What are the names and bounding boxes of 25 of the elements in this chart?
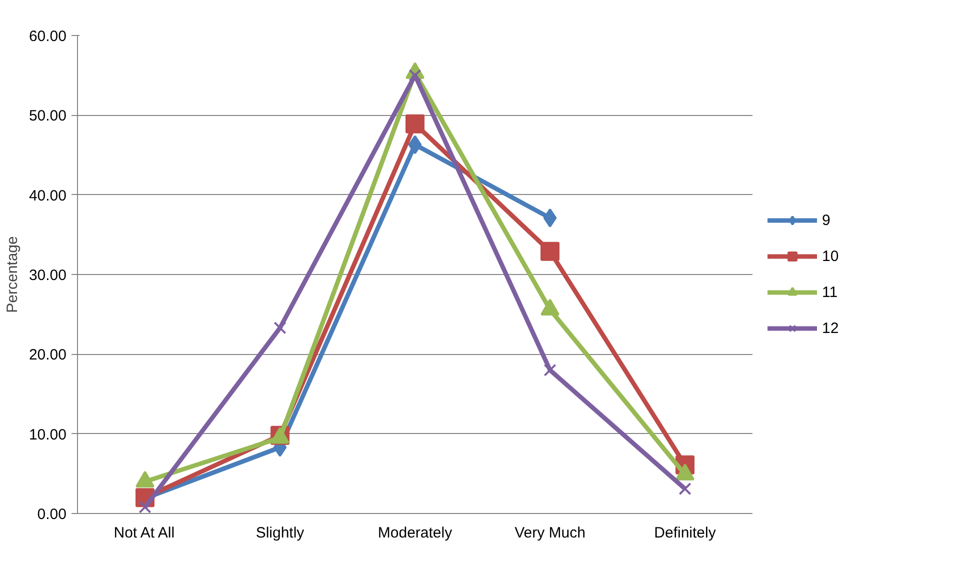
point <box>543 208 557 228</box>
y-tick-label: 40.00 <box>28 187 67 204</box>
point <box>274 322 286 334</box>
legend-label: 9 <box>822 212 832 228</box>
point <box>138 500 152 514</box>
point <box>406 114 424 134</box>
legend-label: 11 <box>822 284 839 300</box>
y-tick-label: 50.00 <box>28 108 67 125</box>
legend-label: 10 <box>822 248 840 264</box>
point <box>544 364 556 376</box>
x-tick-label: Very Much <box>514 524 586 542</box>
point <box>540 242 560 261</box>
y-tick-label: 30.00 <box>28 267 67 284</box>
legend-label: 12 <box>822 320 840 336</box>
point <box>408 135 422 154</box>
y-axis-title: Percentage <box>4 236 21 313</box>
point <box>678 482 692 496</box>
x-tick-label: Moderately <box>378 524 453 542</box>
y-tick-label: 60.00 <box>28 28 67 45</box>
y-tick-label: 10.00 <box>28 426 67 444</box>
y-tick-label: 0.00 <box>37 506 67 523</box>
y-tick-label: 20.00 <box>28 346 67 364</box>
x-tick-label: Not At All <box>114 524 175 542</box>
x-tick-label: Slightly <box>256 524 305 542</box>
x-tick-label: Definitely <box>654 524 716 542</box>
